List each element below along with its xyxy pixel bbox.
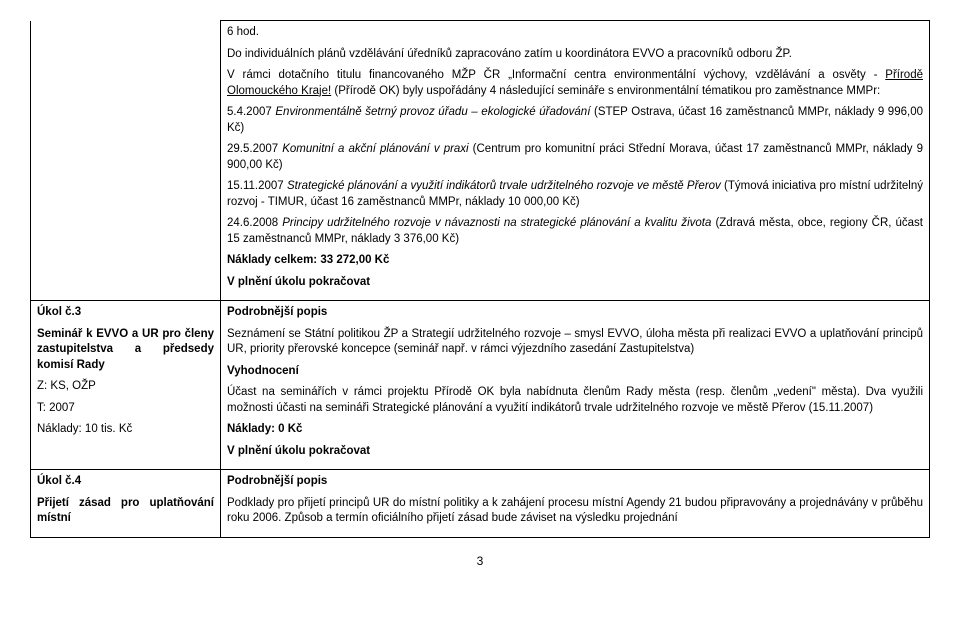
- text: Z: KS, OŽP: [37, 379, 214, 395]
- text-span: Komunitní a akční plánování v praxi: [282, 143, 468, 155]
- text: Náklady: 10 tis. Kč: [37, 422, 214, 438]
- task-title: Úkol č.3: [37, 305, 214, 321]
- task-desc: Přijetí zásad pro uplatňování místní: [37, 496, 214, 527]
- text-span: (Přírodě OK) byly uspořádány 4 následují…: [331, 85, 880, 97]
- text-bold: Náklady: 0 Kč: [227, 422, 923, 438]
- page-number: 3: [30, 554, 930, 568]
- text-bold: Náklady celkem: 33 272,00 Kč: [227, 253, 923, 269]
- content-cell-2: Podrobnější popis Seznámení se Státní po…: [221, 301, 930, 470]
- left-cell-3: Úkol č.4 Přijetí zásad pro uplatňování m…: [31, 470, 221, 538]
- text-span: 29.5.2007: [227, 143, 282, 155]
- document-table: 6 hod. Do individuálních plánů vzděláván…: [30, 20, 930, 538]
- text: V rámci dotačního titulu financovaného M…: [227, 68, 923, 99]
- text: 15.11.2007 Strategické plánování a využi…: [227, 179, 923, 210]
- text-span: 5.4.2007: [227, 106, 275, 118]
- text-span: 24.6.2008: [227, 217, 282, 229]
- text: Účast na seminářích v rámci projektu Pří…: [227, 385, 923, 416]
- text-span: Environmentálně šetrný provoz úřadu – ek…: [275, 106, 590, 118]
- text-span: V rámci dotačního titulu financovaného M…: [227, 69, 885, 81]
- text: Podklady pro přijetí principů UR do míst…: [227, 496, 923, 527]
- content-cell-1: 6 hod. Do individuálních plánů vzděláván…: [221, 21, 930, 301]
- left-cell-2: Úkol č.3 Seminář k EVVO a UR pro členy z…: [31, 301, 221, 470]
- task-title: Úkol č.4: [37, 474, 214, 490]
- text-bold: V plnění úkolu pokračovat: [227, 275, 923, 291]
- table-row: 6 hod. Do individuálních plánů vzděláván…: [31, 21, 930, 301]
- text-span: 15.11.2007: [227, 180, 287, 192]
- text-span: Principy udržitelného rozvoje v návaznos…: [282, 217, 711, 229]
- content-cell-3: Podrobnější popis Podklady pro přijetí p…: [221, 470, 930, 538]
- heading: Vyhodnocení: [227, 364, 923, 380]
- text: T: 2007: [37, 401, 214, 417]
- text: 5.4.2007 Environmentálně šetrný provoz ú…: [227, 105, 923, 136]
- text: 24.6.2008 Principy udržitelného rozvoje …: [227, 216, 923, 247]
- text: 29.5.2007 Komunitní a akční plánování v …: [227, 142, 923, 173]
- task-desc: Seminář k EVVO a UR pro členy zastupitel…: [37, 327, 214, 374]
- heading: Podrobnější popis: [227, 474, 923, 490]
- text: Seznámení se Státní politikou ŽP a Strat…: [227, 327, 923, 358]
- text: Do individuálních plánů vzdělávání úředn…: [227, 47, 923, 63]
- heading: Podrobnější popis: [227, 305, 923, 321]
- table-row: Úkol č.4 Přijetí zásad pro uplatňování m…: [31, 470, 930, 538]
- text: 6 hod.: [227, 25, 923, 41]
- text-bold: V plnění úkolu pokračovat: [227, 444, 923, 460]
- text-span: Strategické plánování a využití indikáto…: [287, 180, 721, 192]
- table-row: Úkol č.3 Seminář k EVVO a UR pro členy z…: [31, 301, 930, 470]
- left-cell-empty: [31, 21, 221, 301]
